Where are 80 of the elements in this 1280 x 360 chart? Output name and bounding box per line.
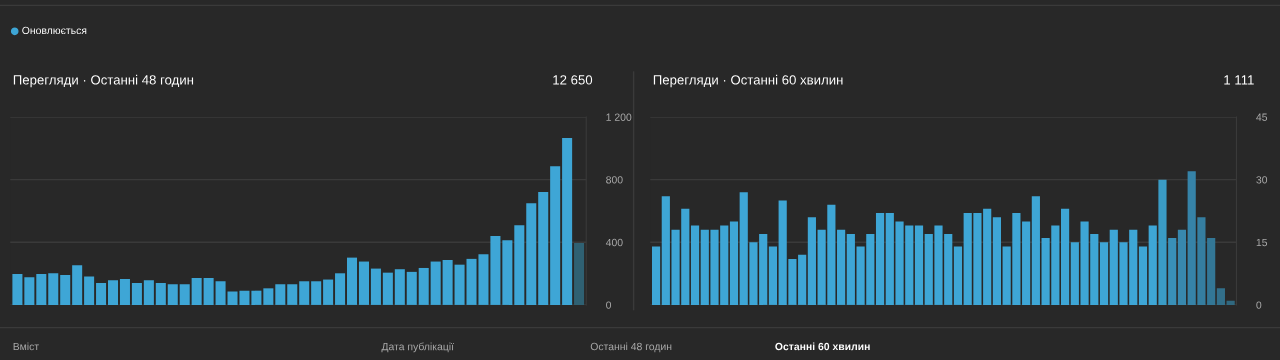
y-tick-label: 800 bbox=[606, 176, 623, 184]
bar bbox=[48, 273, 59, 305]
bar bbox=[394, 269, 405, 305]
bar bbox=[837, 229, 846, 305]
bar bbox=[807, 217, 816, 305]
bar bbox=[1022, 221, 1031, 305]
bar bbox=[323, 279, 334, 305]
bar bbox=[1031, 196, 1040, 305]
bar bbox=[953, 246, 963, 305]
bar bbox=[768, 246, 778, 305]
bar bbox=[550, 166, 561, 305]
bar bbox=[191, 277, 202, 305]
bar bbox=[514, 225, 525, 305]
bar bbox=[382, 272, 393, 305]
bar bbox=[155, 283, 166, 305]
bar bbox=[347, 257, 358, 305]
bar bbox=[24, 277, 35, 305]
text: Вміст bbox=[13, 342, 39, 351]
bar bbox=[107, 280, 119, 305]
bar bbox=[263, 288, 274, 305]
bar bbox=[651, 246, 661, 305]
y-tick-label: 0 bbox=[1256, 301, 1262, 309]
bar bbox=[502, 240, 513, 305]
bar bbox=[131, 283, 142, 305]
bar bbox=[1177, 229, 1187, 305]
text: Останні 60 хвилин bbox=[775, 342, 870, 351]
bar bbox=[992, 217, 1002, 305]
bar bbox=[1138, 246, 1148, 305]
bar bbox=[574, 242, 585, 305]
bar bbox=[1148, 225, 1157, 305]
bar bbox=[538, 192, 549, 305]
bar bbox=[914, 225, 924, 305]
bar bbox=[287, 284, 298, 305]
bar bbox=[526, 203, 537, 305]
chart-title: Перегляди · Останні 48 годин bbox=[13, 74, 194, 88]
y-tick-label: 30 bbox=[1256, 176, 1268, 184]
bar bbox=[167, 284, 178, 305]
bar bbox=[1216, 288, 1225, 305]
bar bbox=[430, 261, 441, 305]
bar bbox=[1061, 208, 1070, 305]
bar bbox=[84, 276, 95, 305]
bar bbox=[96, 283, 107, 305]
y-tick-label: 0 bbox=[606, 301, 612, 309]
bar bbox=[875, 213, 885, 305]
chart-subtitle: 12 650 bbox=[553, 75, 593, 85]
bar bbox=[490, 236, 501, 305]
bar bbox=[12, 273, 23, 305]
bar bbox=[358, 261, 369, 305]
bar bbox=[1168, 238, 1177, 305]
bar bbox=[60, 275, 71, 305]
bar bbox=[251, 290, 262, 305]
bar bbox=[311, 281, 322, 305]
chart-title: Перегляди · Останні 60 хвилин bbox=[653, 74, 843, 88]
bar bbox=[36, 273, 47, 305]
bar bbox=[1158, 179, 1167, 305]
bar bbox=[335, 273, 346, 305]
y-tick-label: 1 200 bbox=[606, 113, 632, 121]
bar bbox=[1099, 242, 1109, 305]
y-tick-label: 15 bbox=[1256, 238, 1268, 247]
bar bbox=[72, 265, 83, 305]
bar bbox=[299, 281, 310, 305]
y-tick-label: 45 bbox=[1256, 113, 1268, 121]
bar bbox=[418, 267, 429, 305]
bar bbox=[203, 277, 214, 305]
bar bbox=[119, 278, 130, 305]
bar bbox=[562, 137, 573, 305]
text: Оновлюється bbox=[22, 26, 87, 35]
bar bbox=[370, 268, 381, 305]
bar bbox=[1226, 300, 1235, 305]
text: Дата публікації bbox=[381, 342, 454, 353]
bar bbox=[729, 221, 739, 305]
bar bbox=[406, 271, 417, 305]
text: Останні 48 годин bbox=[590, 342, 672, 353]
y-tick-label: 400 bbox=[605, 238, 623, 247]
bar bbox=[179, 284, 190, 305]
bar bbox=[143, 280, 154, 305]
bar bbox=[442, 259, 453, 305]
chart-subtitle: 1 111 bbox=[1224, 75, 1254, 85]
bar bbox=[690, 225, 700, 305]
bar bbox=[275, 284, 286, 305]
